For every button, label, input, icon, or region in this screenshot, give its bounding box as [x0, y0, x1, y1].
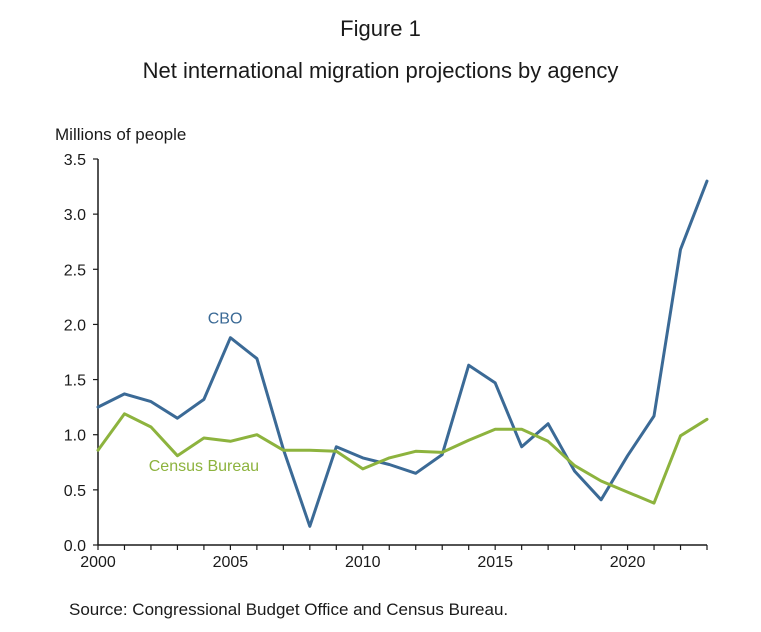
x-tick-label: 2010: [345, 554, 381, 571]
series-line-cbo: [96, 179, 709, 528]
y-tick-label: 3.0: [64, 207, 86, 224]
x-tick-label: 2020: [610, 554, 646, 571]
y-tick-label: 2.5: [64, 262, 86, 279]
series-label-census-bureau: Census Bureau: [149, 458, 259, 475]
chart-title: Net international migration projections …: [142, 58, 619, 83]
y-tick-label: 0.5: [64, 483, 86, 500]
y-tick-label: 1.5: [64, 373, 86, 390]
y-tick-label: 2.0: [64, 317, 86, 334]
line-chart: 0.0 0.5 1.0 1.5 2.0 2.5 3.0 3.5 2000 2005 2010 2015…: [64, 152, 709, 571]
source-note: Source: Congressional Budget Office and …: [69, 600, 509, 619]
x-tick-label: 2015: [477, 554, 513, 571]
y-tick-label: 1.0: [64, 428, 86, 445]
figure-label: Figure 1: [340, 16, 421, 41]
y-tick-label: 3.5: [64, 152, 86, 169]
x-tick-label: 2005: [213, 554, 249, 571]
y-tick-label: 0.0: [64, 538, 86, 555]
x-tick-label: 2000: [80, 554, 116, 571]
y-axis-unit-label: Millions of people: [55, 125, 187, 144]
series-label-cbo: CBO: [208, 310, 243, 327]
series-line-census-bureau: [96, 412, 709, 505]
